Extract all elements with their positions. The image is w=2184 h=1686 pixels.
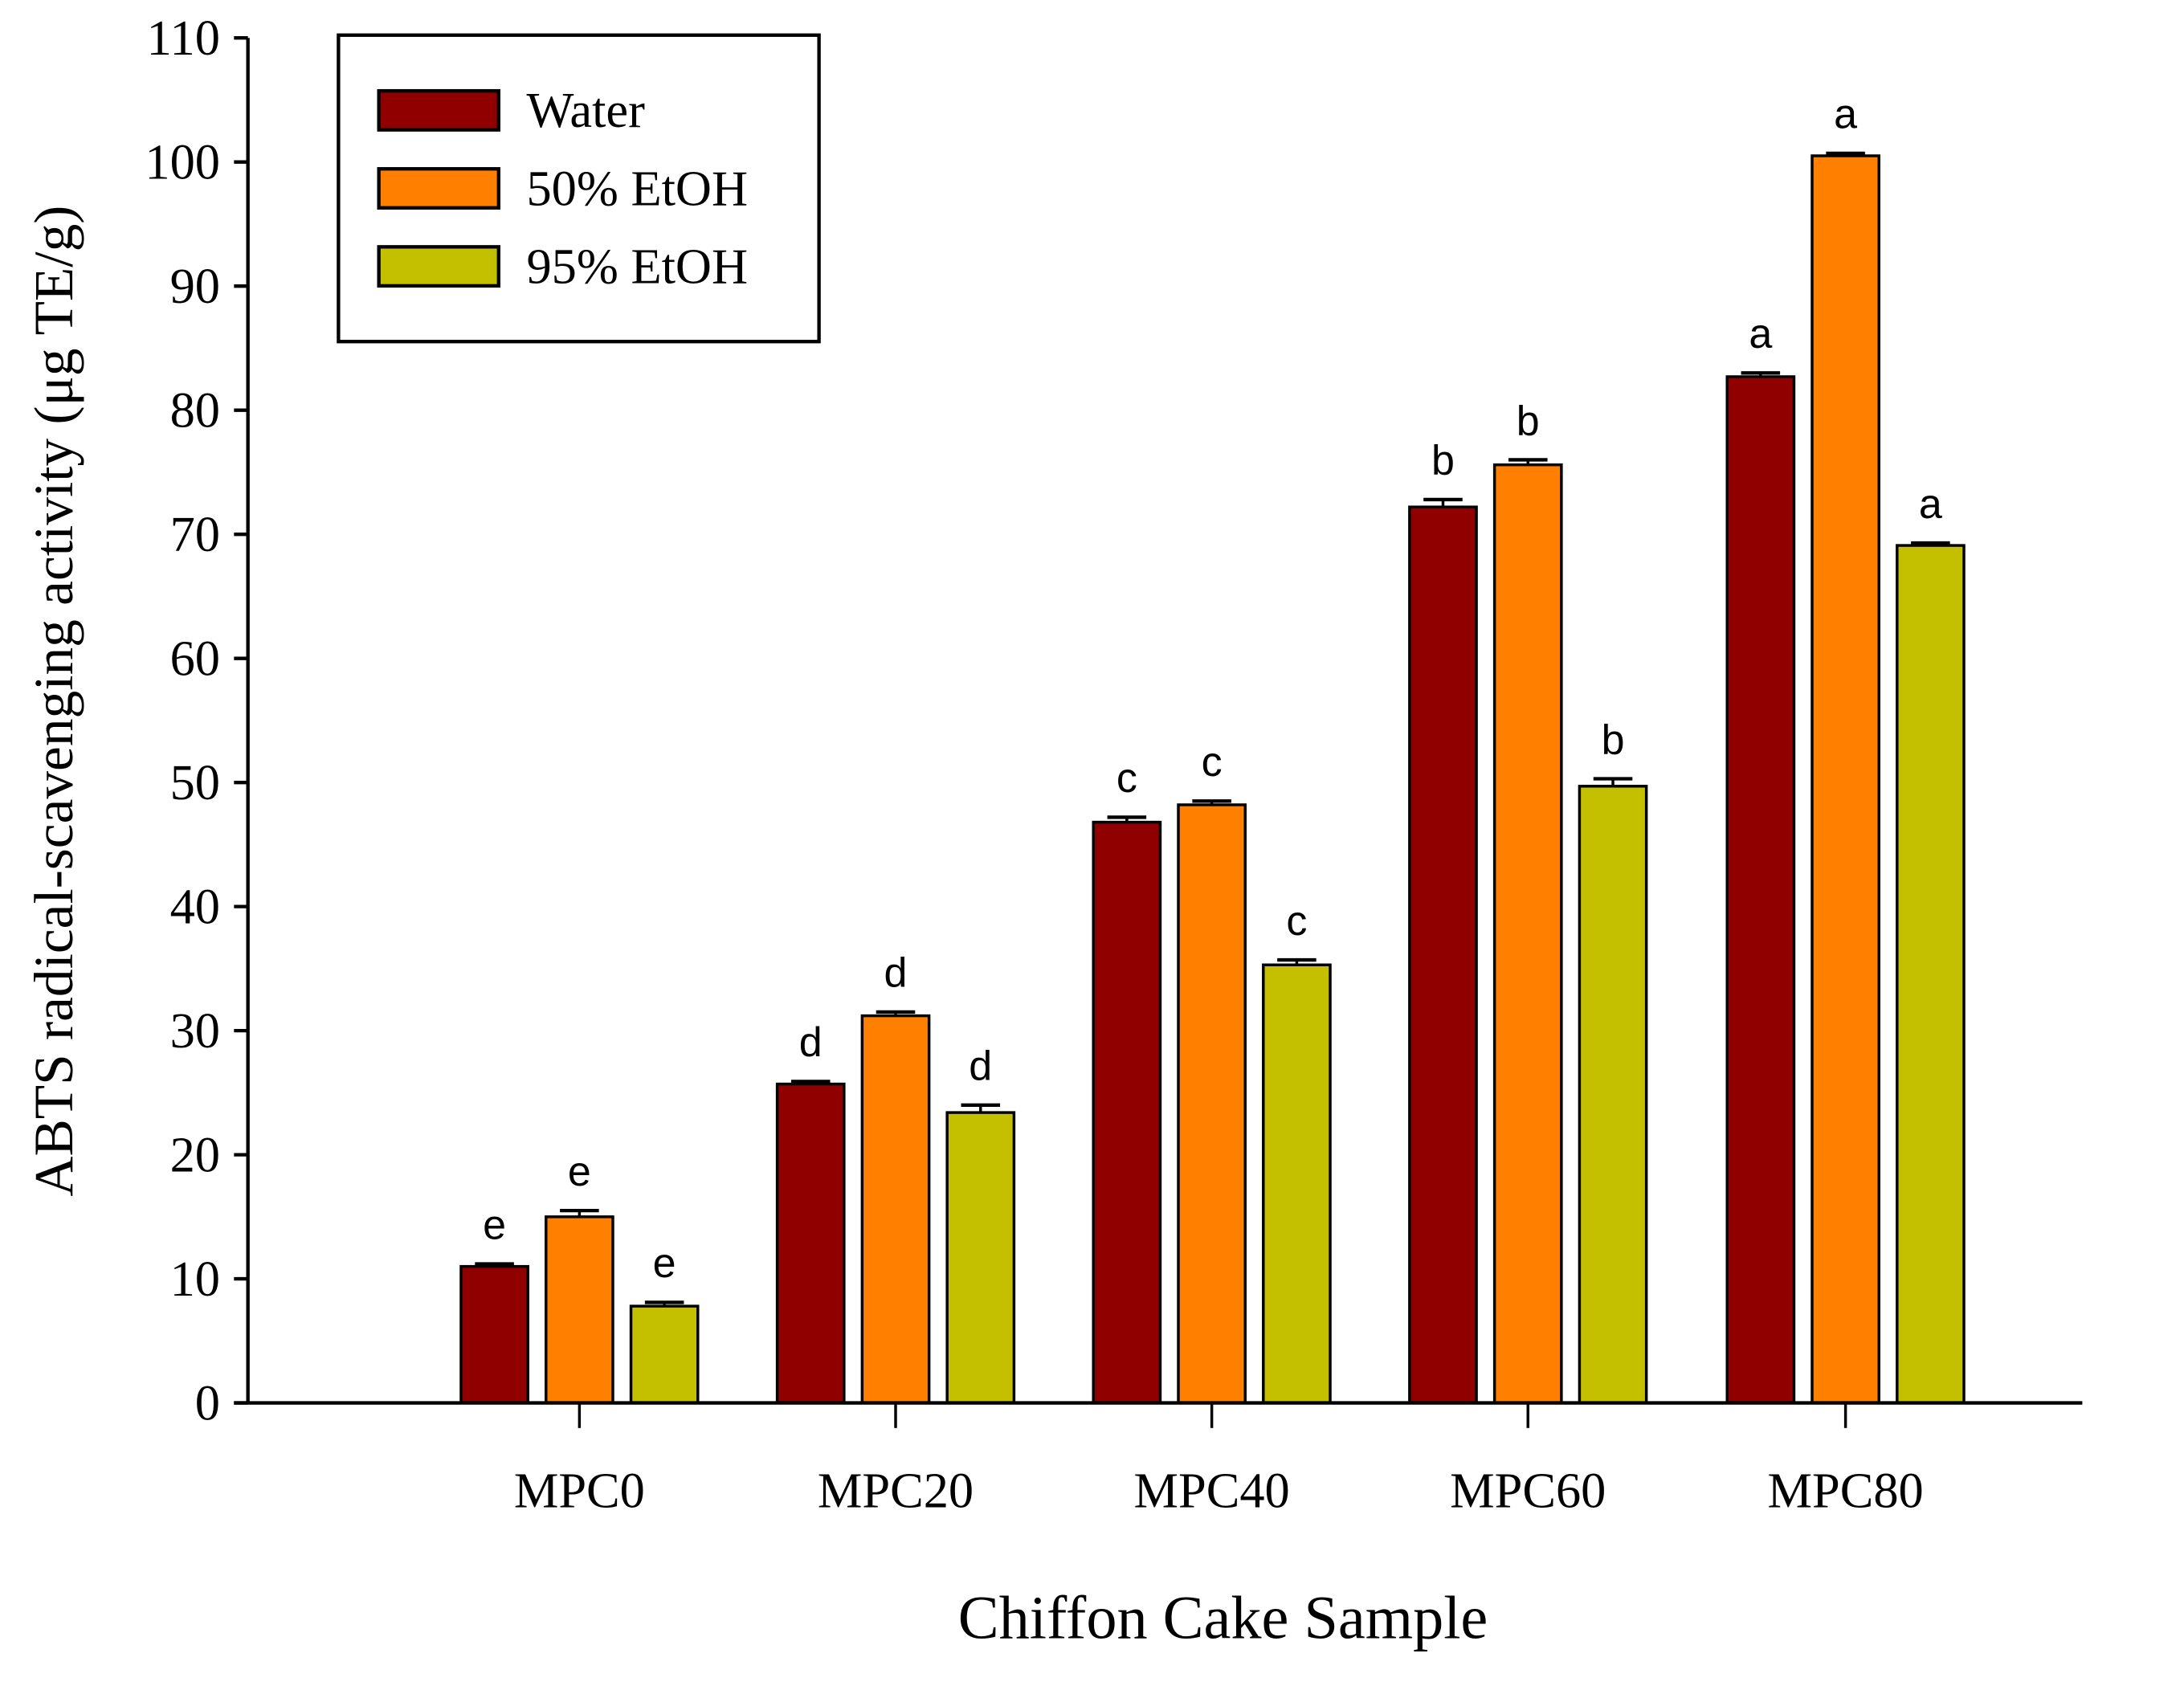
bar-50-etoh	[860, 1014, 931, 1405]
x-axis-label: Chiffon Cake Sample	[958, 1584, 1488, 1652]
significance-letter: b	[1517, 398, 1540, 444]
significance-letter: c	[1286, 898, 1307, 945]
y-tick-label: 80	[170, 382, 220, 438]
significance-letter: b	[1431, 438, 1455, 484]
legend-swatch	[377, 167, 500, 210]
significance-letter: c	[1202, 739, 1223, 786]
significance-letter: c	[1116, 755, 1137, 802]
significance-letter: e	[653, 1240, 676, 1287]
axes-layer: 0 10 20 30 40 50 60 70 80 90 100 110 MPC0 MPC20 MPC40 M…	[145, 10, 2083, 1519]
significance-letter: d	[969, 1043, 992, 1090]
y-tick-label: 70	[170, 506, 220, 562]
significance-letter: a	[1834, 92, 1857, 138]
bar-water	[1092, 820, 1162, 1405]
y-tick-label: 90	[170, 258, 220, 314]
bar-water	[775, 1082, 846, 1405]
bar-50-etoh	[1177, 803, 1247, 1405]
bar-water	[1725, 375, 1796, 1405]
significance-letter: b	[1602, 716, 1625, 763]
y-tick-label: 20	[170, 1126, 220, 1182]
significance-letter: d	[884, 950, 908, 997]
y-tick-label: 0	[195, 1374, 220, 1431]
bars-layer: e e e d d d c c c b b b a a a	[459, 92, 1966, 1405]
y-tick-label: 50	[170, 754, 220, 810]
legend-label: 50% EtOH	[526, 160, 748, 216]
legend-swatch	[377, 88, 500, 132]
y-tick-label: 10	[170, 1251, 220, 1307]
y-tick-label: 40	[170, 878, 220, 934]
legend-label: Water	[526, 82, 645, 138]
bar-95-etoh	[945, 1111, 1016, 1405]
y-tick-label: 110	[147, 10, 220, 66]
y-tick-label: 60	[170, 630, 220, 686]
significance-letter: a	[1749, 311, 1772, 357]
bar-95-etoh	[1578, 785, 1648, 1405]
legend-label: 95% EtOH	[526, 238, 748, 294]
x-tick-label: MPC40	[1134, 1463, 1290, 1519]
x-tick-label: MPC60	[1450, 1463, 1606, 1519]
bar-water	[1408, 505, 1478, 1405]
bar-95-etoh	[629, 1304, 700, 1405]
significance-letter: a	[1919, 481, 1942, 528]
bar-95-etoh	[1896, 544, 1966, 1405]
bar-50-etoh	[1810, 154, 1880, 1405]
y-axis-label: ABTS radical-scavenging activity (μg TE/…	[23, 206, 85, 1197]
x-tick-label: MPC80	[1768, 1463, 1924, 1519]
significance-letter: e	[483, 1202, 506, 1248]
bar-water	[459, 1264, 529, 1405]
x-tick-label: MPC20	[818, 1463, 974, 1519]
significance-letter: e	[568, 1149, 591, 1195]
x-tick-label: MPC0	[514, 1463, 645, 1519]
legend-swatch	[377, 245, 500, 288]
y-tick-label: 30	[170, 1002, 220, 1059]
bar-95-etoh	[1262, 963, 1332, 1405]
bar-50-etoh	[545, 1215, 614, 1405]
bar-50-etoh	[1492, 463, 1563, 1405]
significance-letter: d	[799, 1019, 823, 1066]
y-tick-label: 100	[145, 134, 220, 190]
legend: Water 50% EtOH 95% EtOH	[337, 33, 821, 344]
